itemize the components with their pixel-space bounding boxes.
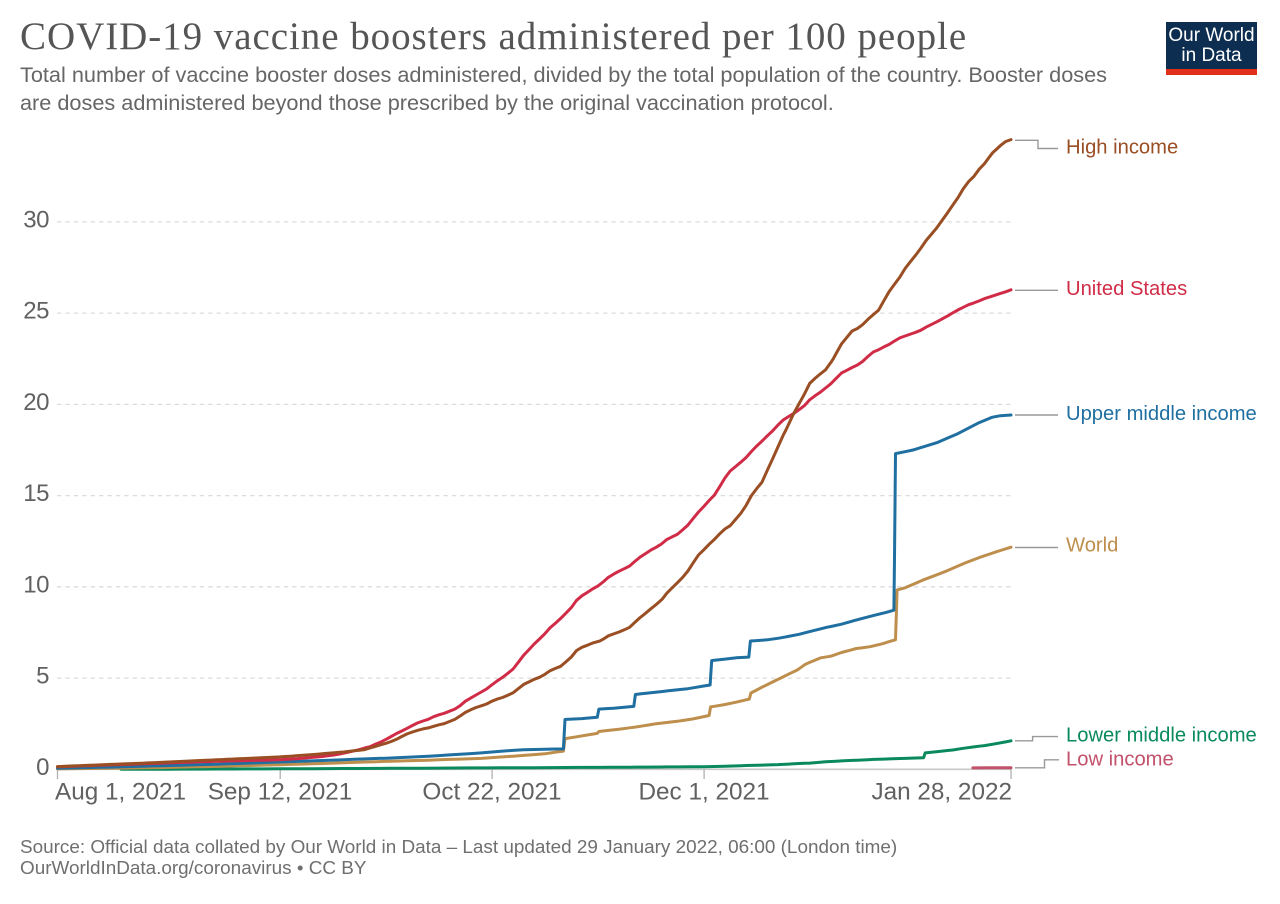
svg-text:0: 0 [36, 754, 49, 781]
svg-text:Dec 1, 2021: Dec 1, 2021 [638, 779, 769, 806]
svg-text:Sep 12, 2021: Sep 12, 2021 [208, 779, 353, 806]
svg-text:5: 5 [36, 663, 49, 690]
svg-text:World: World [1066, 535, 1118, 557]
svg-text:25: 25 [23, 298, 49, 325]
svg-text:15: 15 [23, 480, 49, 507]
svg-text:Oct 22, 2021: Oct 22, 2021 [422, 779, 561, 806]
svg-text:30: 30 [23, 206, 49, 233]
svg-text:10: 10 [23, 571, 49, 598]
svg-text:Aug 1, 2021: Aug 1, 2021 [55, 779, 186, 806]
svg-text:Jan 28, 2022: Jan 28, 2022 [871, 779, 1012, 806]
svg-text:Lower middle income: Lower middle income [1066, 725, 1257, 747]
svg-text:Low income: Low income [1066, 749, 1174, 771]
svg-text:Upper middle income: Upper middle income [1066, 403, 1257, 425]
svg-text:United States: United States [1066, 278, 1187, 300]
svg-text:20: 20 [23, 389, 49, 416]
svg-text:High income: High income [1066, 137, 1178, 159]
